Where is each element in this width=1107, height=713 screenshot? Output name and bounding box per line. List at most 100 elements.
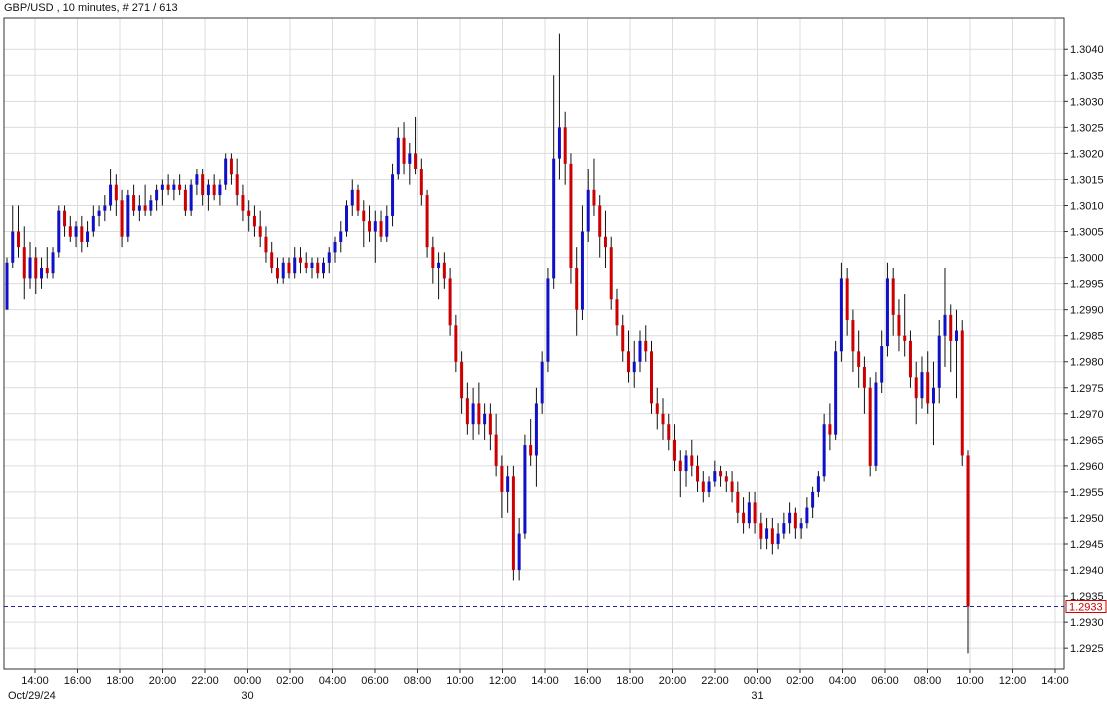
candle-body — [834, 351, 838, 435]
y-tick-label: 1.2985 — [1070, 331, 1104, 343]
candle-up — [57, 205, 61, 258]
candle-up — [931, 361, 935, 446]
candle-body — [373, 221, 377, 232]
candle-body — [218, 184, 222, 196]
y-tick-label: 1.2925 — [1070, 643, 1104, 655]
candle-up — [517, 517, 521, 581]
candle-down — [425, 189, 429, 258]
candle-body — [327, 252, 331, 263]
candle-body — [937, 335, 941, 388]
candle-body — [546, 278, 550, 362]
candle-body — [298, 257, 302, 263]
candle-up — [155, 184, 159, 211]
candle-body — [132, 195, 136, 211]
candle-body — [201, 174, 205, 196]
candle-body — [350, 189, 354, 206]
candle-body — [885, 278, 889, 347]
candle-body — [494, 434, 498, 466]
candle-body — [189, 184, 193, 211]
candle-body — [765, 528, 769, 539]
candle-down — [724, 471, 728, 492]
y-tick-label: 1.2990 — [1070, 305, 1104, 317]
candle-body — [684, 455, 688, 472]
candle-down — [753, 491, 757, 534]
x-tick-label: 14:00 — [21, 675, 49, 687]
candle-body — [368, 221, 372, 232]
candle-body — [316, 262, 320, 274]
candle-down — [414, 116, 418, 175]
candle-down — [857, 330, 861, 388]
candle-body — [742, 512, 746, 524]
candle-up — [546, 267, 550, 373]
candle-down — [742, 497, 746, 534]
candle-body — [80, 226, 84, 242]
x-tick-label: 18:00 — [616, 675, 644, 687]
candle-body — [644, 340, 648, 352]
candle-up — [74, 221, 78, 248]
x-tick-label: 22:00 — [701, 675, 729, 687]
candle-up — [822, 413, 826, 482]
candle-down — [862, 356, 866, 414]
candle-up — [557, 33, 561, 180]
candle-body — [655, 403, 659, 414]
candle-up — [97, 205, 101, 227]
candle-up — [408, 142, 412, 185]
current-price-label: 1.2933 — [1069, 602, 1103, 614]
chart-title: GBP/USD , 10 minutes, # 271 / 613 — [4, 2, 178, 14]
candle-up — [540, 351, 544, 414]
candle-down — [949, 304, 953, 373]
candle-down — [891, 267, 895, 336]
candle-body — [828, 424, 832, 435]
candle-body — [137, 205, 141, 211]
candle-body — [626, 351, 630, 373]
candle-down — [736, 481, 740, 524]
candle-body — [103, 205, 107, 211]
candle-up — [483, 403, 487, 440]
candle-body — [183, 189, 187, 211]
y-tick-label: 1.2940 — [1070, 565, 1104, 577]
candle-down — [966, 450, 970, 654]
candle-body — [517, 533, 521, 571]
candle-body — [396, 137, 400, 175]
candle-up — [782, 512, 786, 539]
candle-body — [603, 236, 607, 248]
y-tick-label: 1.3020 — [1070, 148, 1104, 160]
candle-body — [943, 314, 947, 336]
candle-up — [396, 127, 400, 180]
x-tick-label: 02:00 — [276, 675, 304, 687]
candle-body — [155, 189, 159, 201]
x-tick-label: 12:00 — [999, 675, 1027, 687]
candle-up — [28, 241, 32, 289]
candle-up — [11, 205, 15, 268]
candle-down — [287, 257, 291, 279]
candle-up — [920, 356, 924, 409]
candle-body — [414, 153, 418, 170]
candle-body — [264, 236, 268, 253]
candle-body — [97, 210, 101, 216]
candle-body — [120, 200, 124, 237]
candle-up — [126, 189, 130, 242]
candle-body — [862, 366, 866, 388]
candle-down — [615, 288, 619, 336]
y-tick-label: 1.3040 — [1070, 44, 1104, 56]
candle-body — [621, 325, 625, 352]
candle-down — [914, 361, 918, 425]
candle-body — [149, 200, 153, 211]
candle-down — [903, 294, 907, 357]
candle-body — [45, 267, 49, 274]
candle-down — [17, 205, 21, 258]
candle-body — [788, 512, 792, 524]
candle-down — [80, 215, 84, 253]
candle-body — [345, 205, 349, 232]
candle-body — [575, 267, 579, 310]
x-tick-label: 04:00 — [829, 675, 857, 687]
candle-down — [114, 174, 118, 216]
candle-body — [609, 247, 613, 300]
y-tick-label: 1.3015 — [1070, 174, 1104, 186]
candle-up — [103, 195, 107, 222]
candle-down — [592, 158, 596, 216]
candle-body — [40, 267, 44, 279]
candle-body — [109, 184, 113, 206]
candle-body — [437, 262, 441, 268]
candle-down — [143, 184, 147, 216]
